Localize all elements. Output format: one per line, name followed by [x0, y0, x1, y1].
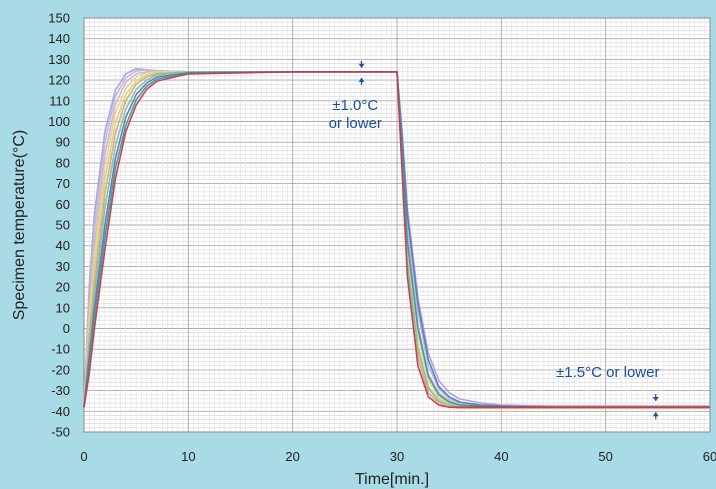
y-tick-label: 130 [48, 52, 70, 67]
x-tick-label: 50 [598, 449, 612, 464]
y-tick-label: -40 [51, 404, 70, 419]
annotation-1-line-1: ±1.0°C [332, 97, 378, 114]
x-tick-label: 0 [80, 449, 87, 464]
y-tick-label: 10 [56, 300, 70, 315]
y-tick-label: 100 [48, 114, 70, 129]
plot-border [83, 17, 711, 433]
y-tick-label: 90 [56, 135, 70, 150]
x-tick-label: 40 [494, 449, 508, 464]
series-line-8 [83, 71, 710, 408]
y-tick-label: 20 [56, 280, 70, 295]
y-tick-label: 60 [56, 197, 70, 212]
series-group [83, 67, 710, 409]
annotation-1-arrow-up-head [358, 77, 365, 82]
y-tick-label: -50 [51, 425, 70, 440]
y-tick-label: -10 [51, 342, 70, 357]
y-tick-label: 80 [56, 155, 70, 170]
x-tick-label: 20 [285, 449, 299, 464]
y-tick-label: 70 [56, 176, 70, 191]
y-tick-label: 110 [49, 93, 70, 108]
y-tick-label: 140 [48, 31, 70, 46]
x-axis-title: Time[min.] [355, 471, 429, 488]
series-line-10 [83, 71, 710, 408]
grid [83, 17, 711, 433]
y-tick-label: 0 [63, 321, 70, 336]
annotation-2-arrow-up-head [652, 412, 659, 417]
y-tick-label: 30 [56, 259, 70, 274]
annotation-1-arrow-down-head [358, 63, 365, 68]
annotation-2-arrow-down-head [652, 397, 659, 402]
x-tick-label: 60 [703, 449, 716, 464]
x-tick-label: 30 [390, 449, 404, 464]
y-tick-label: 150 [48, 11, 70, 26]
y-tick-label: -20 [51, 362, 70, 377]
annotation-1-line-2: or lower [329, 115, 382, 132]
y-tick-label: 120 [48, 73, 70, 88]
annotation-2-line-1: ±1.5°C or lower [556, 364, 659, 381]
y-tick-label: -30 [51, 383, 70, 398]
y-tick-label: 40 [56, 238, 70, 253]
y-axis-title: Specimen temperature(°C) [11, 130, 28, 320]
y-tick-label: 50 [56, 218, 70, 233]
annotations: ±1.0°Cor lower ±1.5°C or lower [329, 60, 659, 420]
x-tick-label: 10 [181, 449, 195, 464]
ticks-group: 1501401301201101009080706050403020100-10… [48, 11, 716, 465]
